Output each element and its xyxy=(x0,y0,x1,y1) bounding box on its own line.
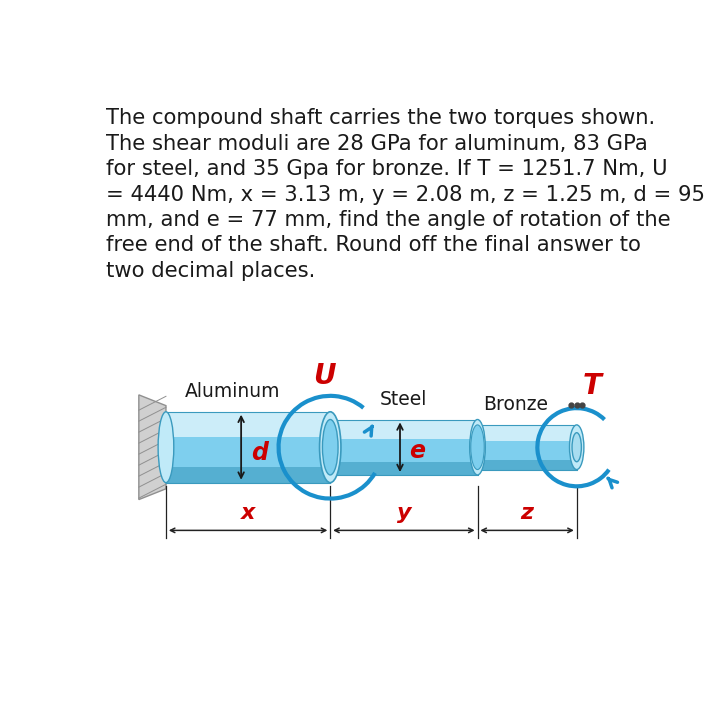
Ellipse shape xyxy=(323,419,338,475)
Text: = 4440 Nm, x = 3.13 m, y = 2.08 m, z = 1.25 m, d = 95: = 4440 Nm, x = 3.13 m, y = 2.08 m, z = 1… xyxy=(106,185,704,205)
Ellipse shape xyxy=(158,412,174,483)
Text: The shear moduli are 28 GPa for aluminum, 83 GPa: The shear moduli are 28 GPa for aluminum… xyxy=(106,134,647,154)
Polygon shape xyxy=(330,419,477,439)
Polygon shape xyxy=(139,395,166,500)
Text: for steel, and 35 Gpa for bronze. If T = 1251.7 Nm, U: for steel, and 35 Gpa for bronze. If T =… xyxy=(106,159,667,179)
Polygon shape xyxy=(330,462,477,475)
Polygon shape xyxy=(330,419,477,475)
Ellipse shape xyxy=(570,425,584,469)
Text: The compound shaft carries the two torques shown.: The compound shaft carries the two torqu… xyxy=(106,108,654,129)
Text: T: T xyxy=(582,373,602,400)
Text: Steel: Steel xyxy=(380,390,428,409)
Text: Aluminum: Aluminum xyxy=(185,382,280,401)
Text: z: z xyxy=(521,503,534,523)
Ellipse shape xyxy=(471,425,485,469)
Ellipse shape xyxy=(572,433,581,461)
Text: Bronze: Bronze xyxy=(483,395,548,414)
Polygon shape xyxy=(477,425,577,469)
Polygon shape xyxy=(477,425,577,441)
Polygon shape xyxy=(166,412,330,437)
Polygon shape xyxy=(166,412,330,483)
Text: free end of the shaft. Round off the final answer to: free end of the shaft. Round off the fin… xyxy=(106,235,640,255)
Polygon shape xyxy=(477,459,577,469)
Polygon shape xyxy=(166,466,330,483)
Text: x: x xyxy=(241,503,256,523)
Text: d: d xyxy=(251,442,268,466)
Text: e: e xyxy=(409,439,426,463)
Text: two decimal places.: two decimal places. xyxy=(106,261,315,281)
Text: mm, and e = 77 mm, find the angle of rotation of the: mm, and e = 77 mm, find the angle of rot… xyxy=(106,210,670,230)
Text: y: y xyxy=(397,503,411,523)
Text: U: U xyxy=(312,362,336,390)
Ellipse shape xyxy=(469,419,485,475)
Ellipse shape xyxy=(320,412,341,483)
